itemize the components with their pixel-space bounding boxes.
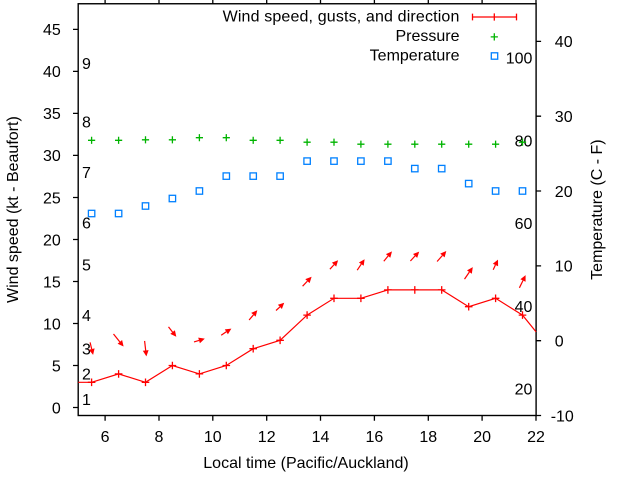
svg-text:40: 40 bbox=[515, 299, 533, 316]
svg-text:20: 20 bbox=[555, 184, 573, 201]
svg-text:10: 10 bbox=[43, 316, 61, 333]
svg-text:14: 14 bbox=[312, 429, 330, 446]
svg-text:22: 22 bbox=[527, 429, 545, 446]
svg-text:16: 16 bbox=[366, 429, 384, 446]
svg-text:3: 3 bbox=[82, 342, 91, 359]
svg-text:35: 35 bbox=[43, 106, 61, 123]
svg-text:18: 18 bbox=[419, 429, 437, 446]
svg-text:1: 1 bbox=[82, 392, 91, 409]
svg-text:30: 30 bbox=[43, 148, 61, 165]
svg-text:4: 4 bbox=[82, 308, 91, 325]
svg-text:25: 25 bbox=[43, 190, 61, 207]
svg-text:20: 20 bbox=[515, 382, 533, 399]
svg-text:45: 45 bbox=[43, 22, 61, 39]
svg-text:Local time (Pacific/Auckland): Local time (Pacific/Auckland) bbox=[203, 455, 408, 472]
svg-text:2: 2 bbox=[82, 367, 91, 384]
svg-text:5: 5 bbox=[82, 258, 91, 275]
svg-text:Wind speed (kt - Beaufort): Wind speed (kt - Beaufort) bbox=[5, 116, 22, 303]
svg-text:15: 15 bbox=[43, 274, 61, 291]
svg-text:10: 10 bbox=[204, 429, 222, 446]
svg-text:9: 9 bbox=[82, 56, 91, 73]
svg-text:0: 0 bbox=[555, 334, 564, 351]
svg-text:5: 5 bbox=[52, 358, 61, 375]
svg-text:12: 12 bbox=[258, 429, 276, 446]
svg-text:6: 6 bbox=[101, 429, 110, 446]
svg-text:Temperature (C - F): Temperature (C - F) bbox=[589, 139, 606, 279]
svg-text:Pressure: Pressure bbox=[395, 28, 459, 45]
svg-text:40: 40 bbox=[555, 34, 573, 51]
svg-text:8: 8 bbox=[155, 429, 164, 446]
svg-text:30: 30 bbox=[555, 109, 573, 126]
svg-text:Temperature: Temperature bbox=[370, 48, 460, 65]
svg-text:-10: -10 bbox=[551, 408, 574, 425]
svg-text:8: 8 bbox=[82, 115, 91, 132]
svg-text:7: 7 bbox=[82, 165, 91, 182]
svg-text:10: 10 bbox=[555, 259, 573, 276]
svg-text:20: 20 bbox=[43, 232, 61, 249]
svg-text:60: 60 bbox=[515, 216, 533, 233]
svg-text:100: 100 bbox=[506, 50, 533, 67]
svg-text:20: 20 bbox=[473, 429, 491, 446]
svg-text:6: 6 bbox=[82, 216, 91, 233]
svg-text:40: 40 bbox=[43, 64, 61, 81]
svg-text:0: 0 bbox=[52, 400, 61, 417]
svg-text:Wind speed, gusts, and directi: Wind speed, gusts, and direction bbox=[223, 8, 460, 25]
